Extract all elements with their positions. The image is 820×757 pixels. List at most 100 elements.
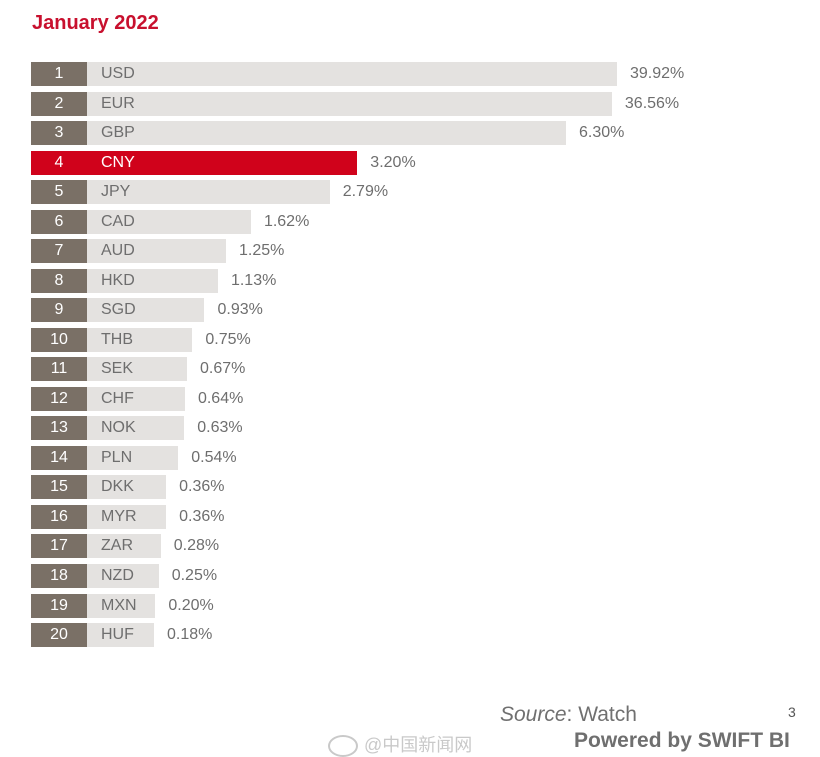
currency-label: SEK [101,360,134,378]
watermark: @中国新闻网 [328,731,472,757]
bar-usd [87,62,617,86]
share-value-label: 2.79% [342,183,389,201]
share-value-label: 0.93% [217,301,263,319]
powered-by-credit: Powered by SWIFT BI [574,729,790,752]
bar-row-dkk: 15 DKK 0.36% [0,475,820,500]
bar-row-myr: 16 MYR 0.36% [0,504,820,529]
currency-label: NZD [101,567,134,584]
rank-badge: 10 [31,327,87,352]
currency-label: JPY [101,183,131,201]
share-value-label: 0.36% [179,478,225,496]
bar-row-mxn: 19 MXN 0.20% [0,593,820,618]
rank-badge: 6 [31,209,87,234]
currency-label: CHF [101,389,134,407]
ranking-bar-chart: 1 USD 39.92% 2 EUR 36.56% 3 GBP 6.30% 4 CNY 3.20% 5 J… [0,62,820,648]
rank-badge: 11 [31,357,87,382]
share-value-label: 0.36% [179,507,225,525]
share-value-label: 0.25% [171,567,218,584]
bar-dkk [87,475,167,500]
share-value-label: 36.56% [624,94,680,112]
bar-row-gbp: 3 GBP 6.30% [0,121,820,146]
currency-label: USD [101,65,135,82]
currency-label: HKD [101,271,135,289]
rank-badge: 18 [31,564,87,588]
rank-badge: 12 [31,386,87,411]
bar-cny [87,150,358,175]
rank-badge: 15 [31,475,87,500]
bar-aud [87,239,227,264]
share-value-label: 1.62% [263,212,310,230]
bar-zar [87,534,161,559]
currency-label: MXN [101,596,137,614]
watermark-text: @中国新闻网 [364,735,473,755]
currency-label: CAD [101,212,135,230]
bar-sek [87,357,187,382]
currency-label: ZAR [101,537,133,555]
share-value-label: 0.67% [199,360,246,378]
share-value-label: 0.63% [197,419,243,437]
bar-row-pln: 14 PLN 0.54% [0,445,820,470]
bar-row-sek: 11 SEK 0.67% [0,357,820,382]
currency-label: SGD [101,301,136,319]
rank-badge: 3 [31,121,87,146]
bar-sgd [87,298,205,323]
share-value-label: 6.30% [579,124,625,142]
chart-title: January 2022 [32,12,159,34]
rank-badge: 1 [31,62,87,86]
bar-row-jpy: 5 JPY 2.79% [0,180,820,205]
bar-huf [87,623,154,648]
source-value: : Watch [566,703,637,726]
bar-row-eur: 2 EUR 36.56% [0,91,820,116]
bar-row-huf: 20 HUF 0.18% [0,623,820,648]
source-label: Source [500,703,567,726]
page-number: 3 [788,704,796,720]
bar-row-nzd: 18 NZD 0.25% [0,564,820,588]
rank-badge: 9 [31,298,87,323]
rank-badge: 19 [31,593,87,618]
rank-badge: 2 [31,91,87,116]
share-value-label: 1.25% [239,242,285,260]
currency-label: MYR [101,507,137,525]
rank-badge: 16 [31,504,87,529]
bar-row-zar: 17 ZAR 0.28% [0,534,820,559]
currency-label: CNY [101,153,135,171]
currency-label: GBP [101,124,135,142]
share-value-label: 0.18% [167,626,213,644]
bar-nok [87,416,185,441]
bar-jpy [87,180,330,205]
bar-thb [87,327,193,352]
share-value-label: 1.13% [230,271,277,289]
rank-badge: 13 [31,416,87,441]
bar-myr [87,504,167,529]
bar-row-thb: 10 THB 0.75% [0,327,820,352]
source-note: Source: Watch [500,703,637,727]
currency-label: DKK [101,478,134,496]
rank-badge: 20 [31,623,87,648]
rank-badge: 7 [31,239,87,264]
bar-row-cad: 6 CAD 1.62% [0,209,820,234]
rank-badge: 4 [31,150,87,175]
bar-nzd [87,564,159,588]
share-value-label: 0.75% [205,330,251,348]
bar-row-hkd: 8 HKD 1.13% [0,268,820,293]
bar-row-sgd: 9 SGD 0.93% [0,298,820,323]
bar-pln [87,445,179,470]
bar-gbp [87,121,566,146]
share-value-label: 39.92% [630,65,685,82]
bar-row-aud: 7 AUD 1.25% [0,239,820,264]
currency-label: AUD [101,242,135,260]
bar-chf [87,386,185,411]
currency-label: PLN [101,448,133,466]
bar-row-chf: 12 CHF 0.64% [0,386,820,411]
share-value-label: 0.20% [168,596,214,614]
bar-cad [87,209,251,234]
bar-row-usd: 1 USD 39.92% [0,62,820,86]
bar-eur [87,91,612,116]
bar-row-cny: 4 CNY 3.20% [0,150,820,175]
bar-hkd [87,268,218,293]
rank-badge: 5 [31,180,87,205]
bar-mxn [87,593,156,618]
currency-label: NOK [101,419,136,437]
rank-badge: 8 [31,268,87,293]
share-value-label: 0.64% [197,389,244,407]
